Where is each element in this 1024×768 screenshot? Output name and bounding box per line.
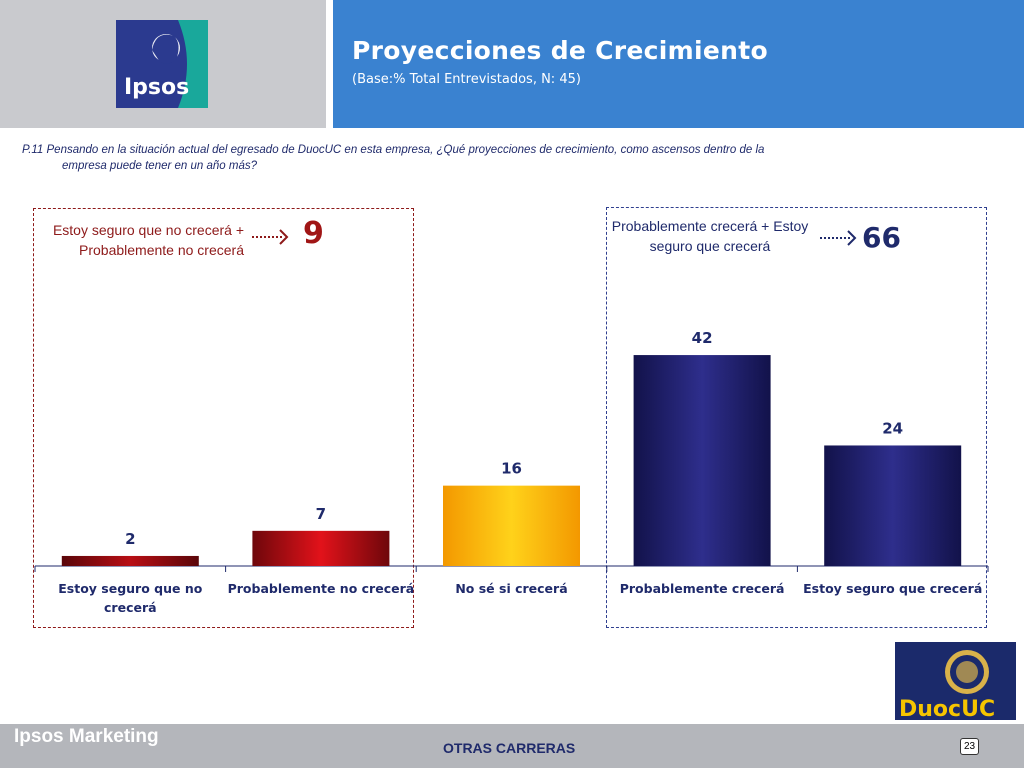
logo-text: Ipsos bbox=[124, 75, 189, 100]
footer-section-label: OTRAS CARRERAS bbox=[443, 740, 576, 756]
duocuc-logo-text: DuocUC bbox=[899, 697, 995, 720]
bar-3 bbox=[443, 485, 580, 566]
page-subtitle: (Base:% Total Entrevistados, N: 45) bbox=[352, 72, 581, 87]
bar-value-label: 2 bbox=[125, 530, 135, 548]
negative-summary-label: Estoy seguro que no crecerá + Probableme… bbox=[52, 222, 244, 258]
bar-1 bbox=[61, 555, 199, 566]
duocuc-logo: DuocUC bbox=[895, 642, 1016, 720]
category-label: Probablemente no crecerá bbox=[228, 581, 415, 596]
bar-value-label: 16 bbox=[501, 460, 522, 478]
header-title-panel bbox=[333, 0, 1024, 128]
category-label: Estoy seguro que crecerá bbox=[803, 581, 982, 596]
bar-4 bbox=[633, 355, 771, 566]
negative-group-box bbox=[33, 208, 414, 628]
survey-question: P.11 Pensando en la situación actual del… bbox=[22, 142, 982, 174]
positive-arrow-icon bbox=[820, 230, 857, 246]
negative-summary-value: 9 bbox=[303, 216, 324, 251]
bar-value-label: 7 bbox=[316, 505, 326, 523]
bar-2 bbox=[252, 530, 390, 566]
ipsos-logo: Ipsos bbox=[116, 20, 208, 108]
positive-summary-label: Probablemente crecerá + Estoy seguro que… bbox=[611, 218, 809, 254]
category-label: Estoy seguro que no crecerá bbox=[58, 581, 202, 615]
positive-group-box bbox=[606, 207, 987, 628]
negative-arrow-icon bbox=[252, 229, 289, 245]
bar-value-label: 24 bbox=[882, 419, 903, 437]
footer-brand: Ipsos Marketing bbox=[14, 726, 159, 747]
category-label: Probablemente crecerá bbox=[620, 581, 785, 596]
page-number: 23 bbox=[960, 738, 979, 755]
question-line-1: P.11 Pensando en la situación actual del… bbox=[22, 144, 765, 156]
bar-5 bbox=[824, 445, 962, 566]
category-label: No sé si crecerá bbox=[455, 581, 567, 596]
footer-bar bbox=[0, 724, 1024, 768]
page-title: Proyecciones de Crecimiento bbox=[352, 36, 768, 65]
positive-summary-value: 66 bbox=[862, 221, 901, 254]
question-line-2: empresa puede tener en un año más? bbox=[62, 160, 257, 172]
bar-value-label: 42 bbox=[692, 329, 713, 347]
